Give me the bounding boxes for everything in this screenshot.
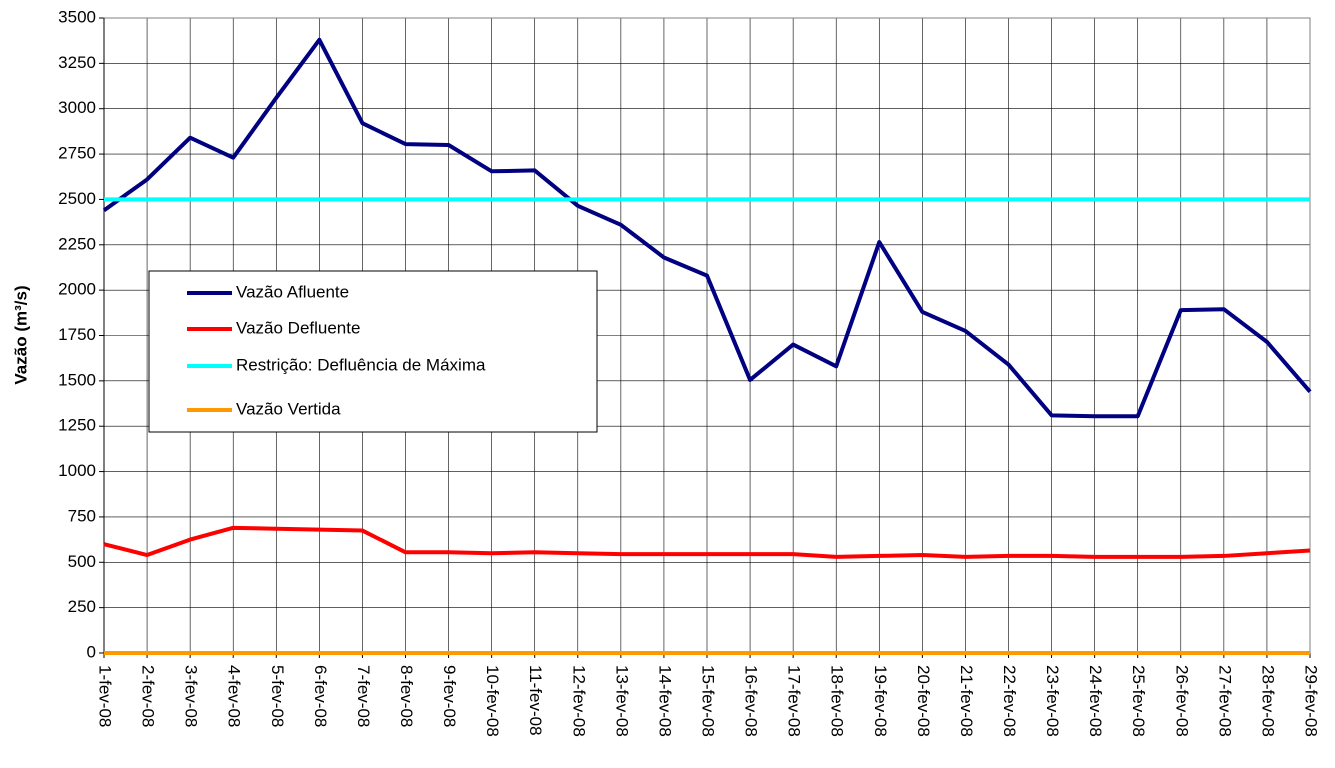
y-tick-label: 2000 xyxy=(58,280,96,299)
series-line xyxy=(103,525,1311,559)
x-tick-label: 2-fev-08 xyxy=(139,665,158,727)
x-tick-label: 18-fev-08 xyxy=(828,665,847,737)
x-tick-label: 25-fev-08 xyxy=(1129,665,1148,737)
legend-label: Vazão Afluente xyxy=(236,282,349,301)
legend-label: Vazão Defluente xyxy=(236,318,360,337)
y-axis-label: Vazão (m³/s) xyxy=(11,285,30,384)
x-tick-label: 7-fev-08 xyxy=(354,665,373,727)
y-tick-label: 0 xyxy=(87,642,96,661)
x-tick-label: 6-fev-08 xyxy=(311,665,330,727)
y-tick-label: 1750 xyxy=(58,325,96,344)
x-tick-label: 16-fev-08 xyxy=(742,665,761,737)
legend-label: Restrição: Defluência de Máxima xyxy=(236,355,486,374)
x-tick-label: 14-fev-08 xyxy=(655,665,674,737)
x-tick-label: 3-fev-08 xyxy=(182,665,201,727)
y-tick-label: 750 xyxy=(68,506,96,525)
y-tick-label: 2750 xyxy=(58,144,96,163)
x-tick-label: 20-fev-08 xyxy=(914,665,933,737)
legend-box xyxy=(148,270,598,433)
x-tick-label: 8-fev-08 xyxy=(397,665,416,727)
x-tick-label: 28-fev-08 xyxy=(1258,665,1277,737)
y-tick-label: 2250 xyxy=(58,234,96,253)
x-tick-label: 29-fev-08 xyxy=(1302,665,1321,737)
y-tick-label: 1250 xyxy=(58,416,96,435)
y-tick-label: 1000 xyxy=(58,461,96,480)
y-tick-label: 1500 xyxy=(58,370,96,389)
x-tick-label: 23-fev-08 xyxy=(1043,665,1062,737)
x-tick-label: 10-fev-08 xyxy=(483,665,502,737)
series-line xyxy=(102,37,1312,419)
y-tick-label: 3500 xyxy=(58,7,96,26)
x-tick-label: 1-fev-08 xyxy=(96,665,115,727)
x-tick-label: 4-fev-08 xyxy=(225,665,244,727)
x-tick-label: 21-fev-08 xyxy=(957,665,976,737)
x-tick-label: 13-fev-08 xyxy=(612,665,631,737)
x-tick-label: 11-fev-08 xyxy=(526,665,545,736)
x-tick-label: 12-fev-08 xyxy=(569,665,588,737)
legend-label: Vazão Vertida xyxy=(236,399,341,418)
y-tick-label: 3000 xyxy=(58,98,96,117)
x-tick-label: 17-fev-08 xyxy=(785,665,804,737)
y-tick-label: 3250 xyxy=(58,53,96,72)
y-tick-label: 2500 xyxy=(58,189,96,208)
x-tick-label: 5-fev-08 xyxy=(268,665,287,727)
x-tick-label: 22-fev-08 xyxy=(1000,665,1019,737)
x-tick-label: 9-fev-08 xyxy=(440,665,459,727)
x-tick-label: 19-fev-08 xyxy=(871,665,890,737)
x-tick-label: 24-fev-08 xyxy=(1086,665,1105,737)
y-tick-label: 500 xyxy=(68,552,96,571)
y-tick-label: 250 xyxy=(68,597,96,616)
x-tick-label: 15-fev-08 xyxy=(699,665,718,737)
x-tick-label: 27-fev-08 xyxy=(1215,665,1234,737)
x-tick-label: 26-fev-08 xyxy=(1172,665,1191,737)
